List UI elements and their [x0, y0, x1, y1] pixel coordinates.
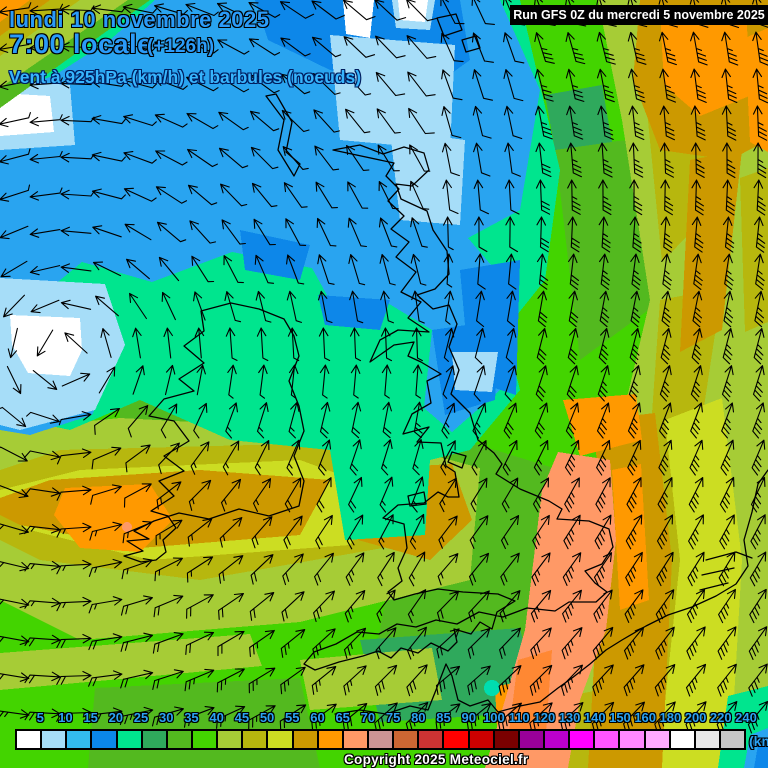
forecast-date: lundi 10 novembre 2025 [9, 7, 270, 32]
scale-swatch [718, 729, 747, 750]
scale-swatch [241, 729, 267, 750]
scale-tick-label: 80 [411, 710, 426, 725]
scale-tick-label: 110 [508, 710, 530, 725]
scale-swatch [568, 729, 594, 750]
scale-swatch [417, 729, 443, 750]
copyright-text: Copyright 2025 Meteociel.fr [344, 752, 529, 767]
scale-swatch [392, 729, 418, 750]
scale-swatch [366, 729, 393, 750]
scale-swatch [668, 729, 694, 750]
scale-swatch [190, 729, 217, 750]
scale-swatch [115, 729, 141, 750]
scale-tick-label: 60 [310, 710, 325, 725]
scale-tick-label: 10 [58, 710, 73, 725]
scale-tick-label: 100 [483, 710, 505, 725]
scale-tick-label: 220 [709, 710, 732, 725]
scale-swatch [216, 729, 242, 750]
scale-tick-label: 35 [184, 710, 199, 725]
scale-tick-label: 65 [335, 710, 350, 725]
scale-tick-label: 15 [83, 710, 98, 725]
scale-swatch [341, 729, 367, 750]
wind-barb-layer [0, 0, 768, 734]
forecast-offset: (+126h) [147, 36, 215, 57]
scale-swatch [618, 729, 644, 750]
scale-swatch [291, 729, 317, 750]
scale-tick-label: 50 [259, 710, 275, 725]
scale-swatch [15, 729, 41, 750]
scale-tick-label: 75 [385, 710, 401, 725]
scale-tick-label: 85 [436, 710, 451, 725]
run-info-text: Run GFS 0Z du mercredi 5 novembre 2025 [513, 8, 765, 22]
scale-tick-label: 200 [684, 710, 707, 725]
scale-tick-label: 40 [209, 710, 224, 725]
scale-swatch [65, 729, 91, 750]
scale-swatch [467, 729, 493, 750]
scale-tick-label: 45 [234, 710, 250, 725]
scale-tick-label: 180 [659, 710, 682, 725]
scale-unit-label: (km/h) [749, 733, 768, 749]
forecast-time: 7:00 locale [9, 29, 153, 59]
wind-barbs [0, 0, 768, 734]
scale-tick-label: 140 [583, 710, 606, 725]
coastline-layer [123, 13, 768, 715]
scale-swatch [593, 729, 619, 750]
scale-tick-label: 240 [735, 710, 757, 725]
scale-tick-label: 120 [533, 710, 556, 725]
scale-swatch [517, 729, 543, 750]
wind-speed-scale: 5 10 15 20 25 30 35 40 45 50 55 60 65 70 75 80 85 90 100 11… [0, 706, 768, 768]
scale-swatch [165, 729, 191, 750]
scale-tick-label: 130 [558, 710, 581, 725]
scale-tick-label: 90 [461, 710, 476, 725]
scale-swatch [90, 729, 116, 750]
scale-swatch [693, 729, 719, 750]
scale-tick-label: 70 [360, 710, 376, 725]
map-subtitle: Vent à 925hPa (km/h) et barbules (noeuds… [9, 67, 362, 87]
scale-tick-label: 160 [634, 710, 657, 725]
scale-swatch-row [15, 729, 747, 750]
scale-swatch [40, 729, 66, 750]
scale-tick-label: 150 [609, 710, 631, 725]
scale-swatch [316, 729, 342, 750]
scale-swatch [140, 729, 166, 750]
scale-tick-label: 55 [285, 710, 300, 725]
scale-tick-label: 25 [133, 710, 149, 725]
scale-tick-label: 20 [108, 710, 124, 725]
scale-swatch [492, 729, 518, 750]
scale-swatch [442, 729, 468, 750]
scale-tick-label: 30 [159, 710, 174, 725]
run-info-box: Run GFS 0Z du mercredi 5 novembre 2025 [510, 5, 768, 25]
scale-tick-label: 5 [36, 710, 44, 725]
scale-swatch [266, 729, 292, 750]
scale-swatch [542, 729, 569, 750]
scale-swatch [643, 729, 669, 750]
